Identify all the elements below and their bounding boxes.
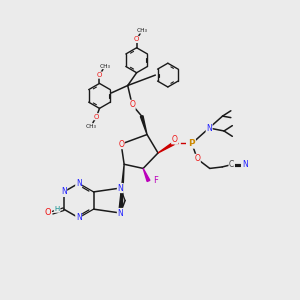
Polygon shape [140, 116, 147, 134]
Polygon shape [119, 164, 124, 213]
Text: N: N [61, 188, 67, 196]
Text: O: O [129, 100, 135, 109]
Text: N: N [118, 208, 123, 217]
Text: O: O [97, 72, 102, 78]
Text: N: N [206, 124, 212, 133]
Text: O: O [194, 154, 200, 164]
Text: CH₃: CH₃ [137, 28, 148, 33]
Polygon shape [143, 168, 150, 182]
Text: N: N [76, 213, 82, 222]
Text: N: N [76, 179, 82, 188]
Text: N: N [118, 184, 123, 193]
Text: C: C [229, 160, 234, 169]
Text: O: O [134, 36, 139, 42]
Text: O: O [94, 114, 99, 120]
Text: F: F [154, 176, 158, 185]
Text: CH₃: CH₃ [100, 64, 111, 69]
Text: O: O [172, 135, 178, 144]
Text: O: O [45, 208, 51, 217]
Text: P: P [189, 139, 195, 148]
Polygon shape [158, 142, 174, 153]
Text: O: O [118, 140, 124, 148]
Text: N: N [242, 160, 248, 169]
Text: H: H [55, 206, 60, 212]
Text: CH₃: CH₃ [85, 124, 97, 129]
